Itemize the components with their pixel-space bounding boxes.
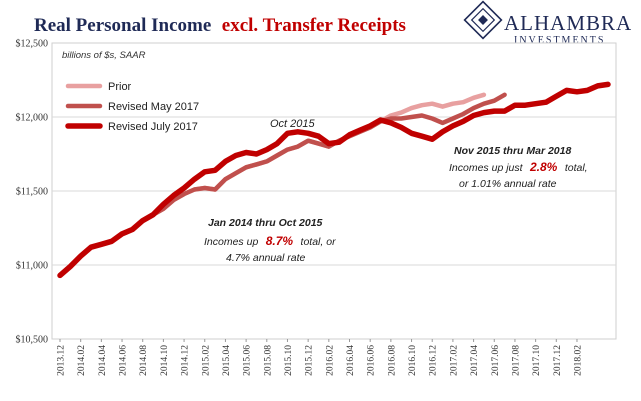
left-annotation-pre: Incomes up bbox=[204, 236, 258, 248]
left-annotation-line1: Incomes up 8.7% total, or bbox=[204, 232, 336, 249]
x-tick-label: 2016.06 bbox=[367, 345, 377, 376]
right-annotation-highlight: 2.8% bbox=[529, 160, 558, 174]
left-annotation-post: total, or bbox=[301, 236, 337, 248]
series-line-revised-july-2017 bbox=[57, 81, 611, 279]
alhambra-logo: ALHAMBRA INVESTMENTS bbox=[463, 0, 632, 46]
x-tick-label: 2016.04 bbox=[346, 345, 356, 376]
x-tick-label: 2014.04 bbox=[98, 345, 108, 376]
legend-label: Prior bbox=[108, 81, 132, 93]
x-tick-label: 2017.04 bbox=[470, 345, 480, 376]
x-tick-label: 2015.02 bbox=[201, 345, 211, 376]
x-tick-label: 2014.06 bbox=[119, 345, 129, 376]
x-tick-label: 2015.06 bbox=[243, 345, 253, 376]
left-annotation-line2: 4.7% annual rate bbox=[226, 252, 306, 264]
x-tick-label: 2014.08 bbox=[139, 345, 149, 376]
x-tick-label: 2015.04 bbox=[222, 345, 232, 376]
right-annotation-post: total, bbox=[565, 162, 588, 174]
y-tick-label: $11,000 bbox=[16, 261, 48, 272]
gridlines bbox=[52, 116, 616, 266]
series-lines bbox=[57, 81, 611, 279]
y-axis: $10,500 $11,000 $11,500 $12,000 $12,500 bbox=[16, 39, 49, 346]
x-tick-label: 2017.06 bbox=[491, 345, 501, 376]
left-annotation-title: Jan 2014 thru Oct 2015 bbox=[208, 217, 323, 229]
x-tick-label: 2013.12 bbox=[57, 345, 67, 376]
x-tick-label: 2016.10 bbox=[408, 345, 418, 376]
logo-sub: INVESTMENTS bbox=[514, 35, 605, 46]
legend-label: Revised May 2017 bbox=[108, 101, 199, 113]
x-axis: 2013.12 2014.02 2014.04 2014.06 2014.08 2014.… bbox=[57, 339, 583, 376]
x-tick-label: 2016.12 bbox=[429, 345, 439, 376]
chart-title-highlight: excl. Transfer Receipts bbox=[222, 15, 406, 36]
y-tick-label: $10,500 bbox=[16, 335, 49, 346]
logo-mark-icon bbox=[463, 0, 503, 40]
left-annotation-highlight: 8.7% bbox=[266, 234, 294, 248]
x-tick-label: 2017.10 bbox=[532, 345, 542, 376]
units-note: billions of $s, SAAR bbox=[62, 50, 146, 61]
x-tick-label: 2015.12 bbox=[305, 345, 315, 376]
y-tick-label: $11,500 bbox=[16, 187, 48, 198]
legend: Prior Revised May 2017 Revised July 2017 bbox=[65, 81, 199, 133]
x-tick-label: 2017.08 bbox=[511, 345, 521, 376]
right-annotation-line2: or 1.01% annual rate bbox=[459, 178, 557, 190]
x-tick-label: 2016.08 bbox=[387, 345, 397, 376]
y-tick-label: $12,500 bbox=[16, 39, 49, 50]
x-tick-label: 2017.02 bbox=[449, 345, 459, 376]
right-annotation-title: Nov 2015 thru Mar 2018 bbox=[454, 145, 571, 157]
x-tick-label: 2015.10 bbox=[284, 345, 294, 376]
x-tick-label: 2017.12 bbox=[553, 345, 563, 376]
x-tick-label: 2018.02 bbox=[573, 345, 583, 376]
y-tick-label: $12,000 bbox=[16, 113, 49, 124]
legend-label: Revised July 2017 bbox=[108, 121, 198, 133]
x-tick-label: 2016.02 bbox=[325, 345, 335, 376]
peak-label: Oct 2015 bbox=[270, 118, 316, 130]
x-tick-label: 2015.08 bbox=[263, 345, 273, 376]
right-annotation-line1: Incomes up just 2.8% total, bbox=[449, 158, 588, 175]
chart-title-main: Real Personal Income bbox=[34, 15, 211, 36]
x-tick-label: 2014.12 bbox=[181, 345, 191, 376]
x-tick-label: 2014.02 bbox=[77, 345, 87, 376]
chart-title: Real Personal Income excl. Transfer Rece… bbox=[34, 15, 406, 36]
right-annotation-pre: Incomes up just bbox=[449, 162, 524, 174]
x-tick-label: 2014.10 bbox=[160, 345, 170, 376]
logo-name: ALHAMBRA bbox=[504, 11, 632, 35]
